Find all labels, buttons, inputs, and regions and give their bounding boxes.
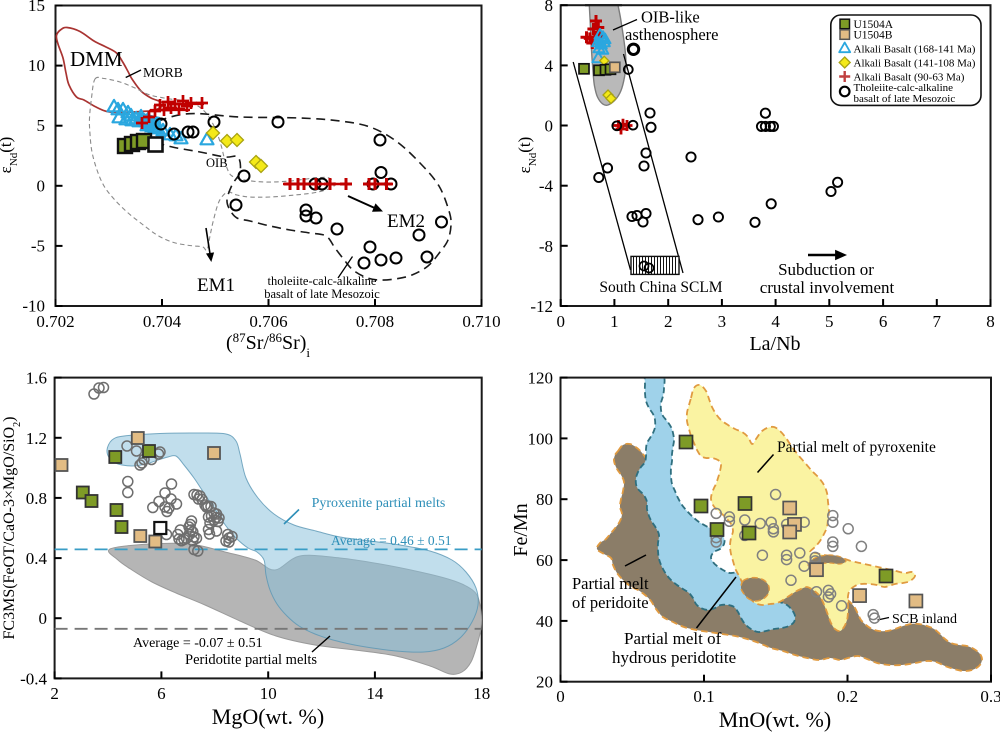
svg-text:7: 7 <box>933 312 942 331</box>
svg-text:Partial melt of: Partial melt of <box>624 629 722 648</box>
svg-text:La/Nb: La/Nb <box>749 333 800 355</box>
svg-text:Partial melt: Partial melt <box>572 574 649 593</box>
svg-text:60: 60 <box>536 551 553 570</box>
svg-text:Alkali Basalt (168-141 Ma): Alkali Basalt (168-141 Ma) <box>854 44 976 56</box>
svg-text:0.704: 0.704 <box>143 312 182 331</box>
svg-text:8: 8 <box>545 0 554 15</box>
svg-text:Peridotite partial melts: Peridotite partial melts <box>185 652 317 668</box>
svg-text:0.3: 0.3 <box>980 687 1000 706</box>
svg-text:South China SCLM: South China SCLM <box>599 279 722 296</box>
svg-text:OIB-like: OIB-like <box>641 8 700 27</box>
svg-text:18: 18 <box>473 684 490 703</box>
svg-text:crustal involvement: crustal involvement <box>760 278 895 297</box>
svg-text:0.4: 0.4 <box>26 549 48 568</box>
svg-text:2: 2 <box>664 312 673 331</box>
svg-text:Average = 0.46 ± 0.51: Average = 0.46 ± 0.51 <box>331 533 452 548</box>
svg-text:OIB: OIB <box>206 156 228 170</box>
svg-text:MnO(wt. %): MnO(wt. %) <box>719 707 831 732</box>
svg-text:-4: -4 <box>539 177 554 196</box>
svg-text:DMM: DMM <box>70 47 123 71</box>
svg-text:0.706: 0.706 <box>249 312 287 331</box>
svg-text:0.710: 0.710 <box>462 312 500 331</box>
svg-text:0.1: 0.1 <box>693 687 714 706</box>
svg-text:EM2: EM2 <box>387 211 425 232</box>
svg-text:0: 0 <box>556 687 565 706</box>
svg-text:-5: -5 <box>31 236 45 255</box>
svg-text:0.708: 0.708 <box>356 312 394 331</box>
svg-text:5: 5 <box>37 116 46 135</box>
svg-text:40: 40 <box>536 612 553 631</box>
svg-text:6: 6 <box>879 312 888 331</box>
svg-text:1.2: 1.2 <box>26 429 47 448</box>
svg-text:3: 3 <box>718 312 727 331</box>
svg-text:20: 20 <box>536 673 553 692</box>
svg-text:4: 4 <box>545 56 554 75</box>
svg-text:80: 80 <box>536 490 553 509</box>
svg-text:basalt of late Mesozoic: basalt of late Mesozoic <box>854 93 956 105</box>
svg-text:Alkali Basalt (141-108 Ma): Alkali Basalt (141-108 Ma) <box>854 58 976 70</box>
svg-text:0: 0 <box>39 609 48 628</box>
svg-text:-10: -10 <box>22 297 45 316</box>
svg-text:basalt of late Mesozoic: basalt of late Mesozoic <box>264 287 380 301</box>
svg-text:0.702: 0.702 <box>36 312 74 331</box>
svg-text:8: 8 <box>986 312 995 331</box>
svg-text:0.2: 0.2 <box>837 687 858 706</box>
svg-text:0: 0 <box>37 176 46 195</box>
svg-text:Partial melt of pyroxenite: Partial melt of pyroxenite <box>777 439 936 456</box>
svg-text:100: 100 <box>528 429 554 448</box>
svg-text:SCB inland: SCB inland <box>892 612 957 627</box>
svg-text:Tholeiite-calc-alkaline: Tholeiite-calc-alkaline <box>854 82 954 94</box>
svg-text:MgO(wt. %): MgO(wt. %) <box>212 704 324 729</box>
svg-text:5: 5 <box>825 312 834 331</box>
svg-text:Average = -0.07 ± 0.51: Average = -0.07 ± 0.51 <box>133 636 263 651</box>
svg-text:120: 120 <box>528 369 554 388</box>
svg-text:-12: -12 <box>530 297 553 316</box>
svg-text:2: 2 <box>50 684 59 703</box>
svg-text:Pyroxenite partial melts: Pyroxenite partial melts <box>312 496 446 511</box>
svg-text:1: 1 <box>610 312 619 331</box>
svg-text:10: 10 <box>28 56 45 75</box>
svg-text:0: 0 <box>556 312 565 331</box>
svg-text:U1504B: U1504B <box>854 30 893 42</box>
svg-text:0: 0 <box>545 117 554 136</box>
svg-text:EM1: EM1 <box>197 275 235 296</box>
svg-text:hydrous peridotite: hydrous peridotite <box>612 648 736 667</box>
svg-text:14: 14 <box>366 684 384 703</box>
svg-text:of peridoite: of peridoite <box>572 593 649 612</box>
svg-text:Fe/Mn: Fe/Mn <box>510 503 532 556</box>
svg-text:4: 4 <box>771 312 780 331</box>
svg-text:MORB: MORB <box>143 65 183 80</box>
svg-text:Alkali Basalt (90-63 Ma): Alkali Basalt (90-63 Ma) <box>854 72 965 84</box>
svg-text:-8: -8 <box>539 237 553 256</box>
svg-text:U1504A: U1504A <box>854 19 894 31</box>
svg-text:asthenosphere: asthenosphere <box>625 25 718 44</box>
svg-text:0.8: 0.8 <box>26 489 47 508</box>
svg-text:FC3MS(FeOT/CaO-3×MgO/SiO2): FC3MS(FeOT/CaO-3×MgO/SiO2) <box>1 417 23 640</box>
svg-text:6: 6 <box>157 684 166 703</box>
svg-text:tholeiite-calc-alkaline: tholeiite-calc-alkaline <box>268 274 377 288</box>
svg-text:-0.4: -0.4 <box>20 669 47 688</box>
svg-text:10: 10 <box>260 684 277 703</box>
svg-text:15: 15 <box>28 0 45 15</box>
svg-text:Subduction or: Subduction or <box>778 260 874 279</box>
svg-text:1.6: 1.6 <box>26 369 47 388</box>
